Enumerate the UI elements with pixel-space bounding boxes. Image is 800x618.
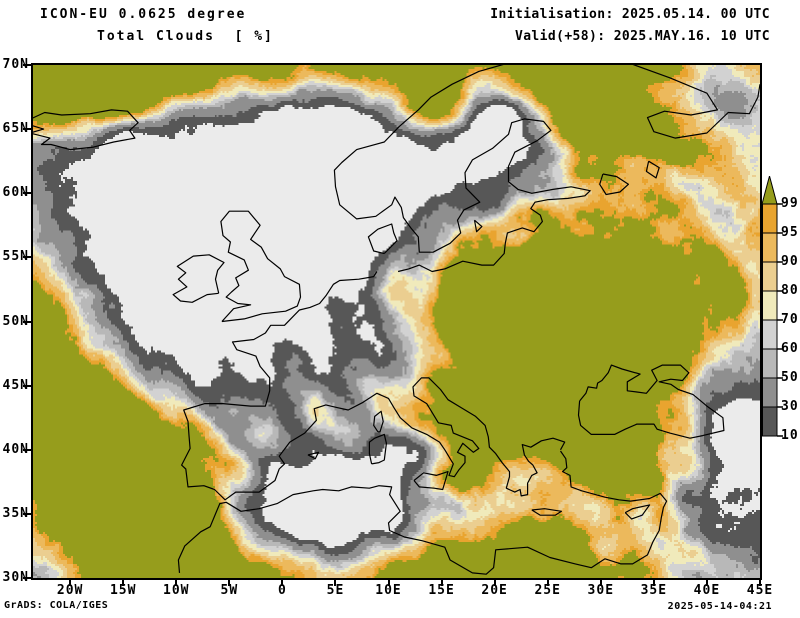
colorbar-label: 10	[781, 428, 799, 443]
lon-tick	[69, 578, 72, 586]
lat-tick-label: 55N	[2, 249, 29, 265]
colorbar-segment	[762, 203, 778, 234]
lon-tick	[440, 578, 443, 586]
coastline-jutland	[367, 223, 398, 255]
lon-tick-label: 30E	[587, 583, 615, 598]
colorbar-label: 60	[781, 341, 799, 356]
colorbar-segment	[762, 319, 778, 350]
lat-tick	[23, 384, 31, 387]
lon-tick	[599, 578, 602, 586]
colorbar-segment	[762, 377, 778, 408]
lon-tick-label: 25E	[534, 583, 561, 598]
coastline-cyprus	[624, 504, 651, 520]
lat-tick	[23, 128, 31, 131]
valid-time: Valid(+58): 2025.MAY.16. 10 UTC	[514, 29, 770, 44]
lat-tick	[23, 512, 31, 515]
lon-tick	[175, 578, 178, 586]
lon-tick-label: 35E	[640, 583, 668, 598]
colorbar-label: 50	[781, 370, 799, 385]
lat-tick	[23, 320, 31, 323]
lon-tick-label: 20E	[481, 583, 508, 598]
creation-timestamp: 2025-05-14-04:21	[667, 601, 772, 612]
coastlines-overlay	[33, 65, 760, 575]
lon-tick-label: 5W	[220, 583, 239, 598]
lat-tick	[23, 64, 31, 66]
lon-tick-label: 40E	[693, 583, 721, 598]
colorbar-label: 90	[781, 254, 799, 269]
lon-tick	[387, 578, 390, 586]
model-title: ICON-EU 0.0625 degree	[40, 7, 247, 22]
coastline-kola_whitesea	[632, 65, 760, 139]
grads-credit: GrADS: COLA/IGES	[4, 600, 109, 611]
colorbar-label: 70	[781, 312, 799, 327]
cloud-field-canvas	[33, 65, 760, 578]
coastline-gotland	[473, 219, 483, 233]
coastline-iceland	[33, 109, 139, 151]
lon-tick-label: 0	[277, 583, 287, 598]
lon-tick-label: 10E	[375, 583, 402, 598]
colorbar	[762, 176, 783, 437]
field-title: Total Clouds [ %]	[97, 29, 274, 44]
coastline-ireland	[172, 254, 225, 303]
coastline-sicily	[413, 471, 449, 491]
lat-tick-label: 30N	[2, 570, 29, 585]
coastline-corsica	[373, 410, 384, 433]
lat-tick-label: 65N	[2, 121, 29, 137]
lat-tick-label: 50N	[2, 313, 29, 329]
colorbar-label: 80	[781, 283, 799, 298]
lat-tick-label: 40N	[2, 441, 29, 457]
colorbar-segment	[762, 290, 778, 321]
lon-tick	[652, 578, 655, 586]
lon-tick	[228, 578, 231, 586]
lon-tick-label: 15W	[109, 583, 137, 598]
lon-tick-label: 10W	[163, 583, 190, 598]
coastline-great_britain	[220, 210, 302, 323]
coastline-mallorca	[307, 451, 320, 460]
map-frame	[23, 63, 762, 586]
coastline-sardinia	[368, 433, 387, 465]
lon-tick	[334, 578, 337, 586]
colorbar-segment	[762, 232, 778, 263]
coastline-europe_west_med	[181, 271, 566, 501]
lon-tick	[759, 578, 761, 586]
lon-tick-label: 20W	[56, 583, 84, 598]
coastline-scandinavia_baltic	[333, 65, 591, 273]
lat-tick-label: 45N	[2, 377, 29, 393]
coastline-turkey_africa	[177, 450, 668, 575]
lat-tick-label: 35N	[2, 505, 29, 521]
lon-tick	[122, 578, 125, 586]
lat-tick-label: 70N	[2, 57, 29, 72]
colorbar-segment	[762, 348, 778, 379]
colorbar-overflow-segment	[762, 176, 778, 205]
colorbar-segment	[762, 406, 778, 437]
lon-tick	[281, 578, 284, 586]
coastline-black_sea	[577, 364, 725, 439]
colorbar-segment	[762, 261, 778, 292]
lon-tick	[546, 578, 549, 586]
lat-tick	[23, 577, 31, 579]
lat-tick	[23, 256, 31, 259]
lat-tick-label: 60N	[2, 185, 29, 201]
colorbar-label: 30	[781, 399, 799, 414]
colorbar-label: 99.5	[781, 196, 800, 211]
lon-tick	[705, 578, 708, 586]
initialisation-time: Initialisation: 2025.05.14. 00 UTC	[490, 7, 770, 22]
lon-tick-label: 45E	[746, 583, 774, 598]
colorbar-label: 95	[781, 225, 799, 240]
coastline-lake_ladoga	[599, 173, 630, 196]
lon-tick-label: 15E	[428, 583, 455, 598]
coastline-crete	[531, 508, 563, 516]
coastline-lake_onega	[645, 160, 660, 179]
lat-tick	[23, 448, 31, 451]
lon-tick-label: 5E	[326, 583, 345, 598]
lon-tick	[493, 578, 496, 586]
lat-tick	[23, 192, 31, 195]
